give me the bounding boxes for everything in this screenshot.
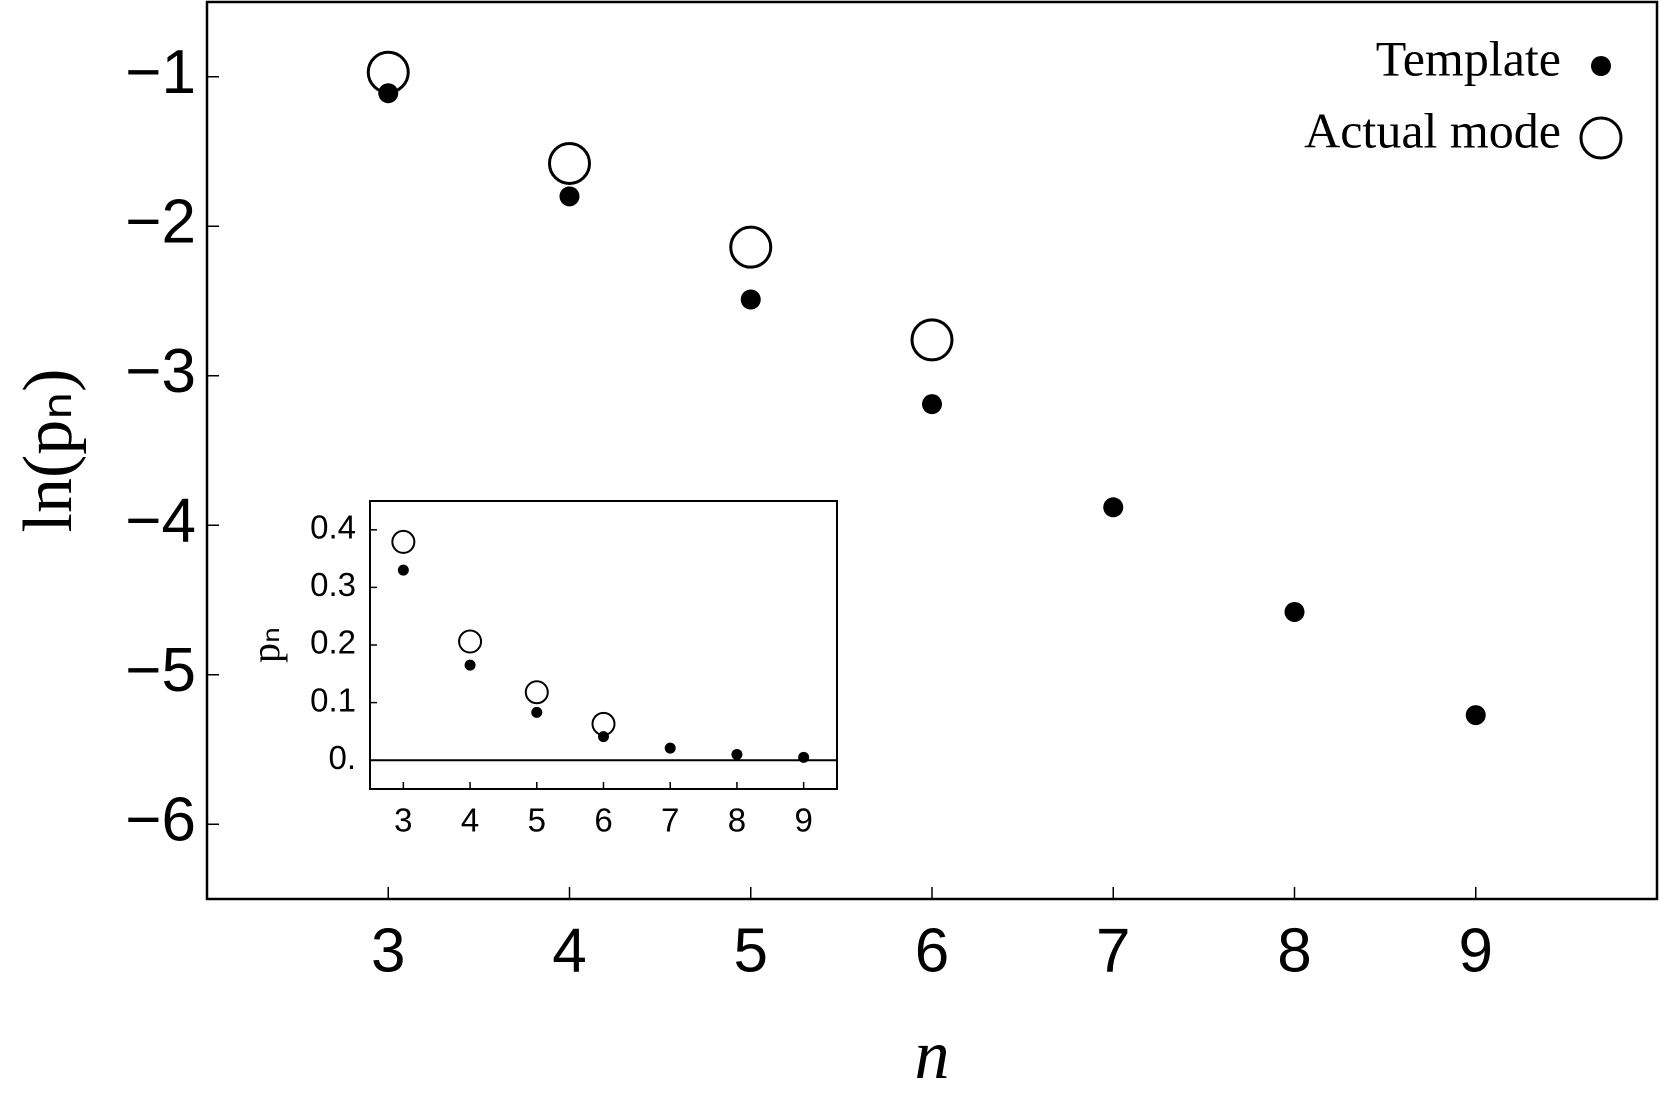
point xyxy=(1465,705,1486,726)
point xyxy=(397,564,409,576)
point xyxy=(740,289,761,310)
point xyxy=(1103,497,1124,518)
x-tick-label: 8 xyxy=(1277,916,1311,985)
x-tick-label: 6 xyxy=(915,916,949,985)
point xyxy=(910,318,954,362)
y-tick-label: 0.1 xyxy=(310,681,356,718)
y-tick-label: −6 xyxy=(125,786,196,855)
point xyxy=(598,731,609,743)
x-tick-label: 4 xyxy=(552,916,586,985)
x-tick-label: 8 xyxy=(728,802,746,839)
plot-frame xyxy=(369,500,838,790)
legend-marker xyxy=(1579,116,1623,160)
point xyxy=(548,141,591,185)
point xyxy=(731,748,743,760)
y-tick-label: 0.3 xyxy=(310,566,356,603)
y-axis-title: ln(pₙ) xyxy=(10,369,87,533)
point xyxy=(798,751,810,763)
point xyxy=(524,680,549,705)
point xyxy=(922,394,942,415)
x-tick-label: 4 xyxy=(461,802,479,839)
point xyxy=(458,629,483,654)
point xyxy=(664,742,676,754)
y-tick-label: 0.4 xyxy=(310,509,356,546)
x-tick-label: 5 xyxy=(528,802,546,839)
y-tick-label: −5 xyxy=(125,636,196,705)
point xyxy=(559,186,580,207)
y-tick-label: −1 xyxy=(125,38,196,107)
x-tick-label: 6 xyxy=(594,802,612,839)
point xyxy=(391,529,416,554)
x-tick-label: 7 xyxy=(1096,916,1130,985)
y-tick-label: −3 xyxy=(125,337,196,406)
y-tick-label: 0.2 xyxy=(310,624,356,661)
x-tick-label: 3 xyxy=(371,916,405,985)
x-tick-label: 7 xyxy=(661,802,679,839)
point xyxy=(729,225,773,269)
y-tick-label: −4 xyxy=(125,487,196,556)
point xyxy=(464,659,476,671)
legend-label: Template xyxy=(1376,30,1561,86)
point xyxy=(531,706,543,718)
point xyxy=(1284,601,1305,622)
x-tick-label: 9 xyxy=(1459,916,1493,985)
x-tick-label: 9 xyxy=(794,802,812,839)
x-tick-label: 5 xyxy=(734,916,768,985)
x-axis-title: n xyxy=(915,1017,950,1094)
y-axis-title: pₙ xyxy=(243,627,288,663)
y-tick-label: −2 xyxy=(125,188,196,257)
legend-marker xyxy=(1591,56,1611,76)
y-tick-label: 0. xyxy=(328,739,356,776)
x-tick-label: 3 xyxy=(394,802,412,839)
legend-label: Actual mode xyxy=(1304,102,1561,158)
point xyxy=(378,83,399,104)
